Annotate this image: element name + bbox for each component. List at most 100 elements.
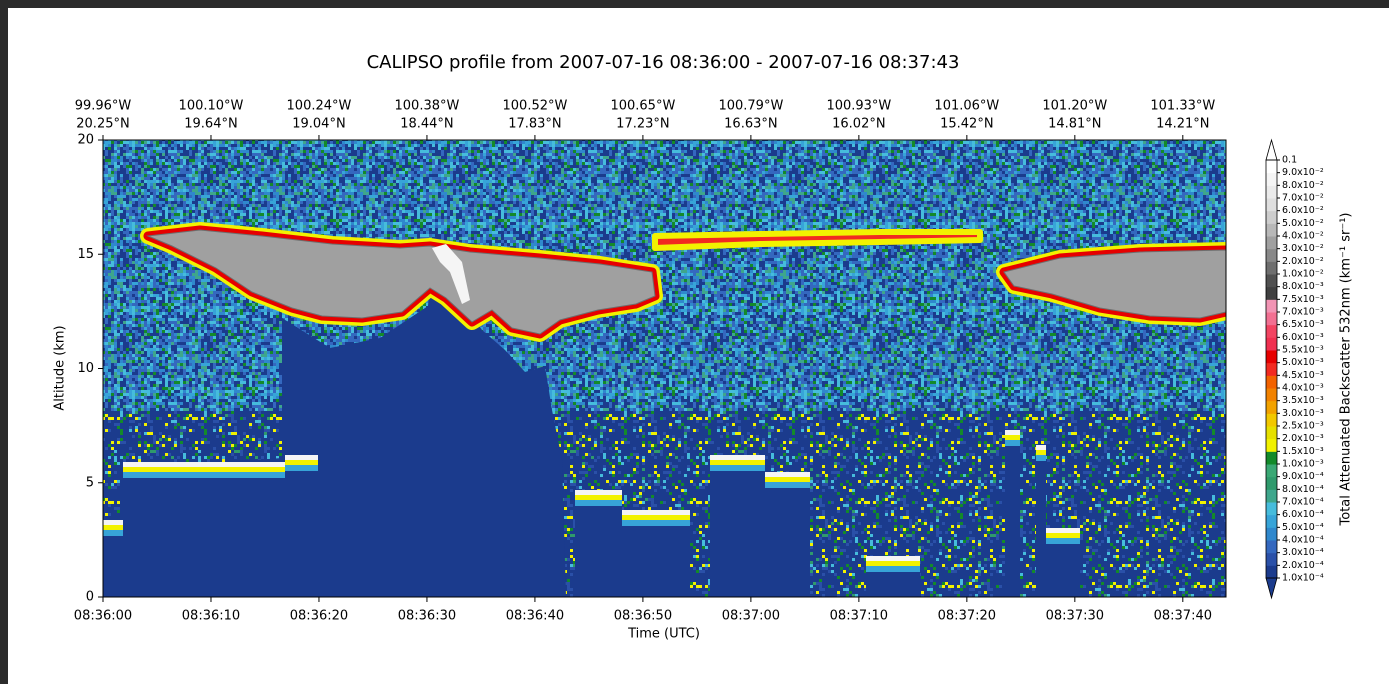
colorbar-label: Total Attenuated Backscatter 532nm (km⁻¹… bbox=[1339, 213, 1354, 527]
thin-cirrus bbox=[652, 229, 983, 251]
colorbar-tick-label: 8.0x10⁻² bbox=[1282, 180, 1324, 191]
low-cloud-base bbox=[1046, 538, 1080, 544]
top-lon-label: 101.06°W bbox=[934, 99, 999, 114]
low-cloud-top bbox=[1036, 445, 1046, 450]
low-cloud-top bbox=[103, 520, 123, 525]
y-axis-label: Altitude (km) bbox=[53, 325, 68, 410]
y-tick-label: 10 bbox=[77, 361, 94, 376]
colorbar-tick-label: 2.0x10⁻³ bbox=[1282, 433, 1324, 444]
top-lon-label: 100.65°W bbox=[610, 99, 675, 114]
colorbar-segment bbox=[1266, 274, 1277, 288]
top-lon-label: 99.96°W bbox=[75, 99, 132, 114]
x-tick-label: 08:36:30 bbox=[398, 609, 456, 624]
top-lat-label: 15.42°N bbox=[940, 117, 993, 132]
low-cloud-base bbox=[765, 482, 810, 488]
colorbar-tick-label: 1.5x10⁻³ bbox=[1282, 446, 1324, 457]
colorbar-tick-label: 1.0x10⁻⁴ bbox=[1282, 573, 1324, 584]
colorbar-tick-label: 6.0x10⁻³ bbox=[1282, 332, 1324, 343]
x-tick-label: 08:37:20 bbox=[938, 609, 996, 624]
colorbar-tick-label: 7.0x10⁻² bbox=[1282, 193, 1324, 204]
low-cloud-shadow bbox=[575, 490, 622, 597]
colorbar-tick-label: 0.1 bbox=[1282, 155, 1297, 166]
top-lon-label: 100.24°W bbox=[287, 99, 352, 114]
x-tick-label: 08:37:40 bbox=[1154, 609, 1212, 624]
low-cloud-shadow bbox=[285, 455, 318, 597]
low-cloud-shadow bbox=[103, 520, 123, 597]
colorbar-tick-label: 2.0x10⁻⁴ bbox=[1282, 560, 1324, 571]
y-tick-label: 0 bbox=[86, 590, 94, 605]
low-cloud-top bbox=[123, 462, 285, 467]
colorbar-tick-label: 3.0x10⁻⁴ bbox=[1282, 547, 1324, 558]
colorbar-tick-label: 3.0x10⁻³ bbox=[1282, 408, 1324, 419]
low-cloud-top bbox=[1046, 528, 1080, 533]
top-lon-label: 101.20°W bbox=[1042, 99, 1107, 114]
low-cloud-mid bbox=[866, 561, 920, 566]
low-cloud-mid bbox=[710, 460, 765, 465]
colorbar-segment bbox=[1266, 362, 1277, 376]
low-cloud-base bbox=[103, 530, 123, 536]
colorbar-segment bbox=[1266, 451, 1277, 465]
top-lat-label: 18.44°N bbox=[400, 117, 453, 132]
colorbar-segment bbox=[1266, 375, 1277, 389]
colorbar-tick-label: 1.0x10⁻³ bbox=[1282, 459, 1324, 470]
low-cloud-mid bbox=[1036, 450, 1046, 455]
curtain-image bbox=[103, 140, 1226, 597]
colorbar-segment bbox=[1266, 236, 1277, 250]
colorbar-frame bbox=[1265, 159, 1278, 579]
low-cloud-mid bbox=[765, 477, 810, 482]
low-cloud-top bbox=[1005, 430, 1020, 435]
low-cloud-top bbox=[285, 455, 318, 460]
colorbar-segment bbox=[1266, 248, 1277, 262]
colorbar-segment bbox=[1266, 413, 1277, 427]
cloud-core bbox=[146, 229, 656, 335]
top-lon-label: 100.93°W bbox=[826, 99, 891, 114]
x-tick-label: 08:36:40 bbox=[506, 609, 564, 624]
colorbar-tick-label: 5.0x10⁻² bbox=[1282, 218, 1324, 229]
top-lat-label: 14.81°N bbox=[1048, 117, 1101, 132]
colorbar-segment bbox=[1266, 324, 1277, 338]
colorbar-segment bbox=[1266, 438, 1277, 452]
low-cloud-mid bbox=[575, 495, 622, 500]
colorbar-tick-label: 3.5x10⁻³ bbox=[1282, 395, 1324, 406]
low-cloud-base bbox=[123, 472, 285, 478]
colorbar-tick-label: 6.5x10⁻³ bbox=[1282, 319, 1324, 330]
colorbar-tick-label: 6.0x10⁻⁴ bbox=[1282, 509, 1324, 520]
colorbar-segment bbox=[1266, 476, 1277, 490]
colorbar-tick-label: 7.0x10⁻³ bbox=[1282, 307, 1324, 318]
x-tick-label: 08:36:50 bbox=[614, 609, 672, 624]
colorbar-tick-label: 4.0x10⁻³ bbox=[1282, 383, 1324, 394]
colorbar-tick-label: 8.0x10⁻⁴ bbox=[1282, 484, 1324, 495]
colorbar-tick-label: 9.0x10⁻⁴ bbox=[1282, 471, 1324, 482]
y-tick-label: 15 bbox=[77, 247, 94, 262]
cloud-core bbox=[1003, 249, 1226, 319]
top-lat-label: 19.04°N bbox=[292, 117, 345, 132]
x-tick-label: 08:37:30 bbox=[1046, 609, 1104, 624]
low-cloud-shadow bbox=[765, 472, 810, 597]
colorbar-tick-label: 9.0x10⁻² bbox=[1282, 167, 1324, 178]
top-lon-label: 100.10°W bbox=[179, 99, 244, 114]
x-tick-label: 08:37:10 bbox=[830, 609, 888, 624]
top-lat-label: 16.02°N bbox=[832, 117, 885, 132]
y-tick-label: 5 bbox=[86, 475, 94, 490]
low-cloud-top bbox=[765, 472, 810, 477]
colorbar-tick-label: 4.0x10⁻⁴ bbox=[1282, 535, 1324, 546]
colorbar-segment bbox=[1266, 426, 1277, 440]
colorbar-tick-label: 7.0x10⁻⁴ bbox=[1282, 497, 1324, 508]
colorbar-tick-label: 2.0x10⁻² bbox=[1282, 256, 1324, 267]
top-lat-label: 20.25°N bbox=[76, 117, 129, 132]
low-cloud-base bbox=[622, 520, 690, 526]
colorbar-tick-label: 1.0x10⁻² bbox=[1282, 269, 1324, 280]
low-cloud-mid bbox=[1046, 533, 1080, 538]
colorbar-segment bbox=[1266, 350, 1277, 364]
low-cloud-top bbox=[710, 455, 765, 460]
colorbar-segment bbox=[1266, 286, 1277, 300]
x-tick-label: 08:36:00 bbox=[74, 609, 132, 624]
colorbar-segment bbox=[1266, 464, 1277, 478]
colorbar-tick-label: 5.0x10⁻⁴ bbox=[1282, 522, 1324, 533]
colorbar-segment bbox=[1266, 261, 1277, 275]
top-lat-label: 16.63°N bbox=[724, 117, 777, 132]
colorbar-segment bbox=[1266, 160, 1277, 174]
low-cloud-shadow bbox=[123, 462, 285, 597]
